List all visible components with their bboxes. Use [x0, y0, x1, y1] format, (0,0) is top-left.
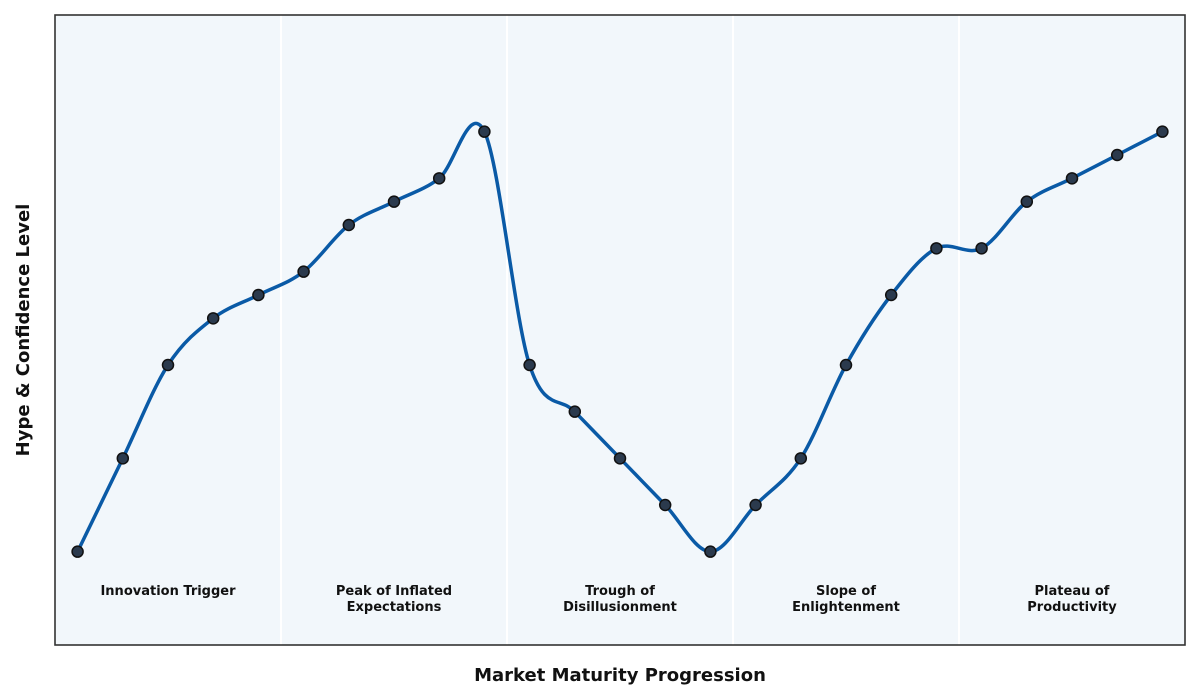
- data-point-6: [342, 218, 356, 232]
- data-point-2: [161, 358, 175, 372]
- phase-label-4: Slope of Enlightenment: [792, 584, 900, 615]
- y-axis-label: Hype & Confidence Level: [13, 204, 34, 457]
- data-point-23: [1110, 148, 1124, 162]
- data-point-0: [71, 545, 84, 558]
- data-point-15: [749, 498, 762, 512]
- data-point-3: [206, 312, 220, 325]
- phase-label-2: Peak of Inflated Expectations: [336, 584, 452, 615]
- data-point-17: [839, 358, 853, 372]
- data-point-12: [613, 452, 627, 465]
- phase-label-3: Trough of Disillusionment: [563, 584, 677, 615]
- phase-label-5: Plateau of Productivity: [1027, 584, 1117, 615]
- x-axis-label: Market Maturity Progression: [474, 665, 766, 686]
- data-point-20: [975, 242, 988, 255]
- data-point-24: [1156, 125, 1169, 138]
- plot-background: [55, 15, 1185, 645]
- data-point-8: [432, 172, 446, 185]
- data-point-7: [387, 195, 401, 208]
- data-point-13: [658, 498, 672, 512]
- data-point-1: [116, 452, 130, 465]
- phase-labels: Innovation Trigger Peak of Inflated Expect…: [100, 584, 1117, 615]
- data-point-4: [252, 288, 265, 302]
- phase-label-1: Innovation Trigger: [100, 584, 236, 599]
- plot-frame: [54, 14, 1186, 646]
- phase-boundaries: [280, 15, 960, 645]
- data-point-14: [704, 545, 717, 558]
- data-point-9: [478, 125, 491, 138]
- data-points: [71, 125, 1169, 558]
- data-point-21: [1020, 195, 1034, 208]
- data-point-19: [930, 242, 943, 255]
- data-point-22: [1065, 172, 1079, 185]
- data-point-5: [297, 265, 310, 278]
- data-point-11: [568, 405, 582, 418]
- data-point-18: [884, 288, 898, 302]
- data-point-10: [523, 358, 536, 372]
- data-point-16: [794, 452, 808, 465]
